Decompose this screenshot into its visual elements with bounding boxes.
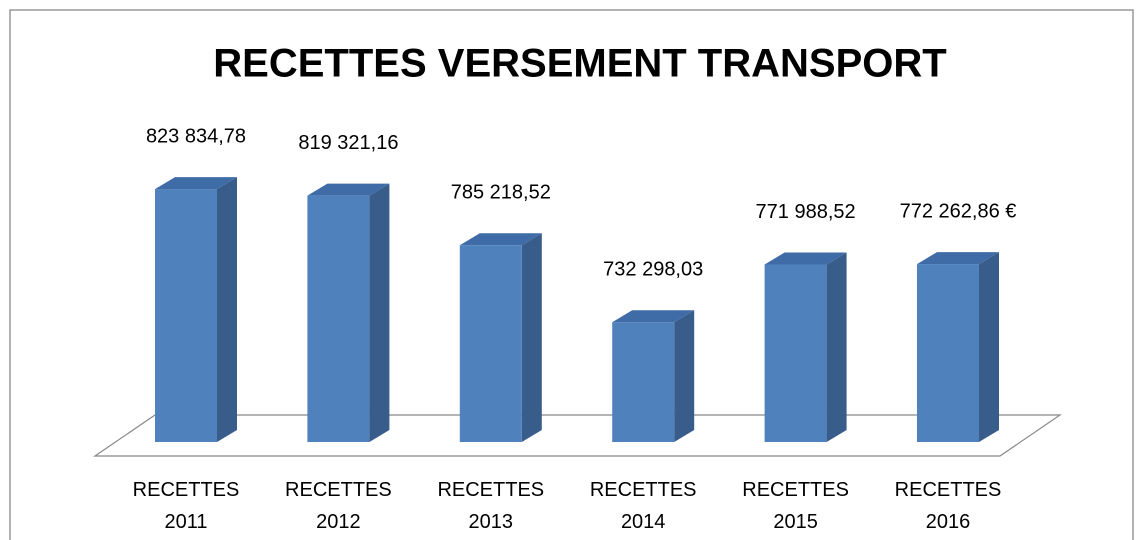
value-label: 823 834,78 — [146, 125, 246, 147]
bar-top — [155, 177, 237, 190]
bar-side — [826, 252, 847, 442]
bar-top — [307, 183, 390, 196]
bar-top — [764, 252, 847, 265]
value-label: 785 218,52 — [451, 182, 551, 204]
floor — [93, 414, 1062, 457]
bar-side — [674, 310, 695, 442]
value-label: 819 321,16 — [298, 132, 398, 154]
bar-side — [217, 177, 237, 443]
value-label: 732 298,03 — [603, 259, 703, 281]
value-label: 772 262,86 € — [900, 200, 1017, 222]
x-tick-label: RECETTES 2011 — [132, 479, 240, 533]
x-tick-label: RECETTES 2014 — [589, 479, 697, 533]
bar — [155, 189, 217, 442]
bar-side — [521, 233, 542, 442]
x-tick-label: RECETTES 2013 — [437, 479, 545, 533]
value-label: 771 988,52 — [756, 201, 856, 223]
bar-top — [459, 233, 542, 246]
bar-side — [979, 252, 999, 442]
x-tick-label: RECETTES 2016 — [894, 479, 1002, 533]
bar-side — [369, 183, 390, 443]
chart-frame — [9, 9, 1134, 540]
bar-top — [917, 252, 999, 265]
bar — [612, 322, 675, 442]
bar-top — [612, 310, 695, 323]
x-tick-label: RECETTES 2015 — [742, 479, 849, 533]
bar — [459, 245, 522, 442]
bar — [307, 195, 370, 442]
bar — [764, 264, 827, 442]
x-tick-label: RECETTES 2012 — [285, 479, 392, 533]
chart-title: RECETTES VERSEMENT TRANSPORT — [213, 42, 946, 86]
bar — [917, 264, 979, 442]
